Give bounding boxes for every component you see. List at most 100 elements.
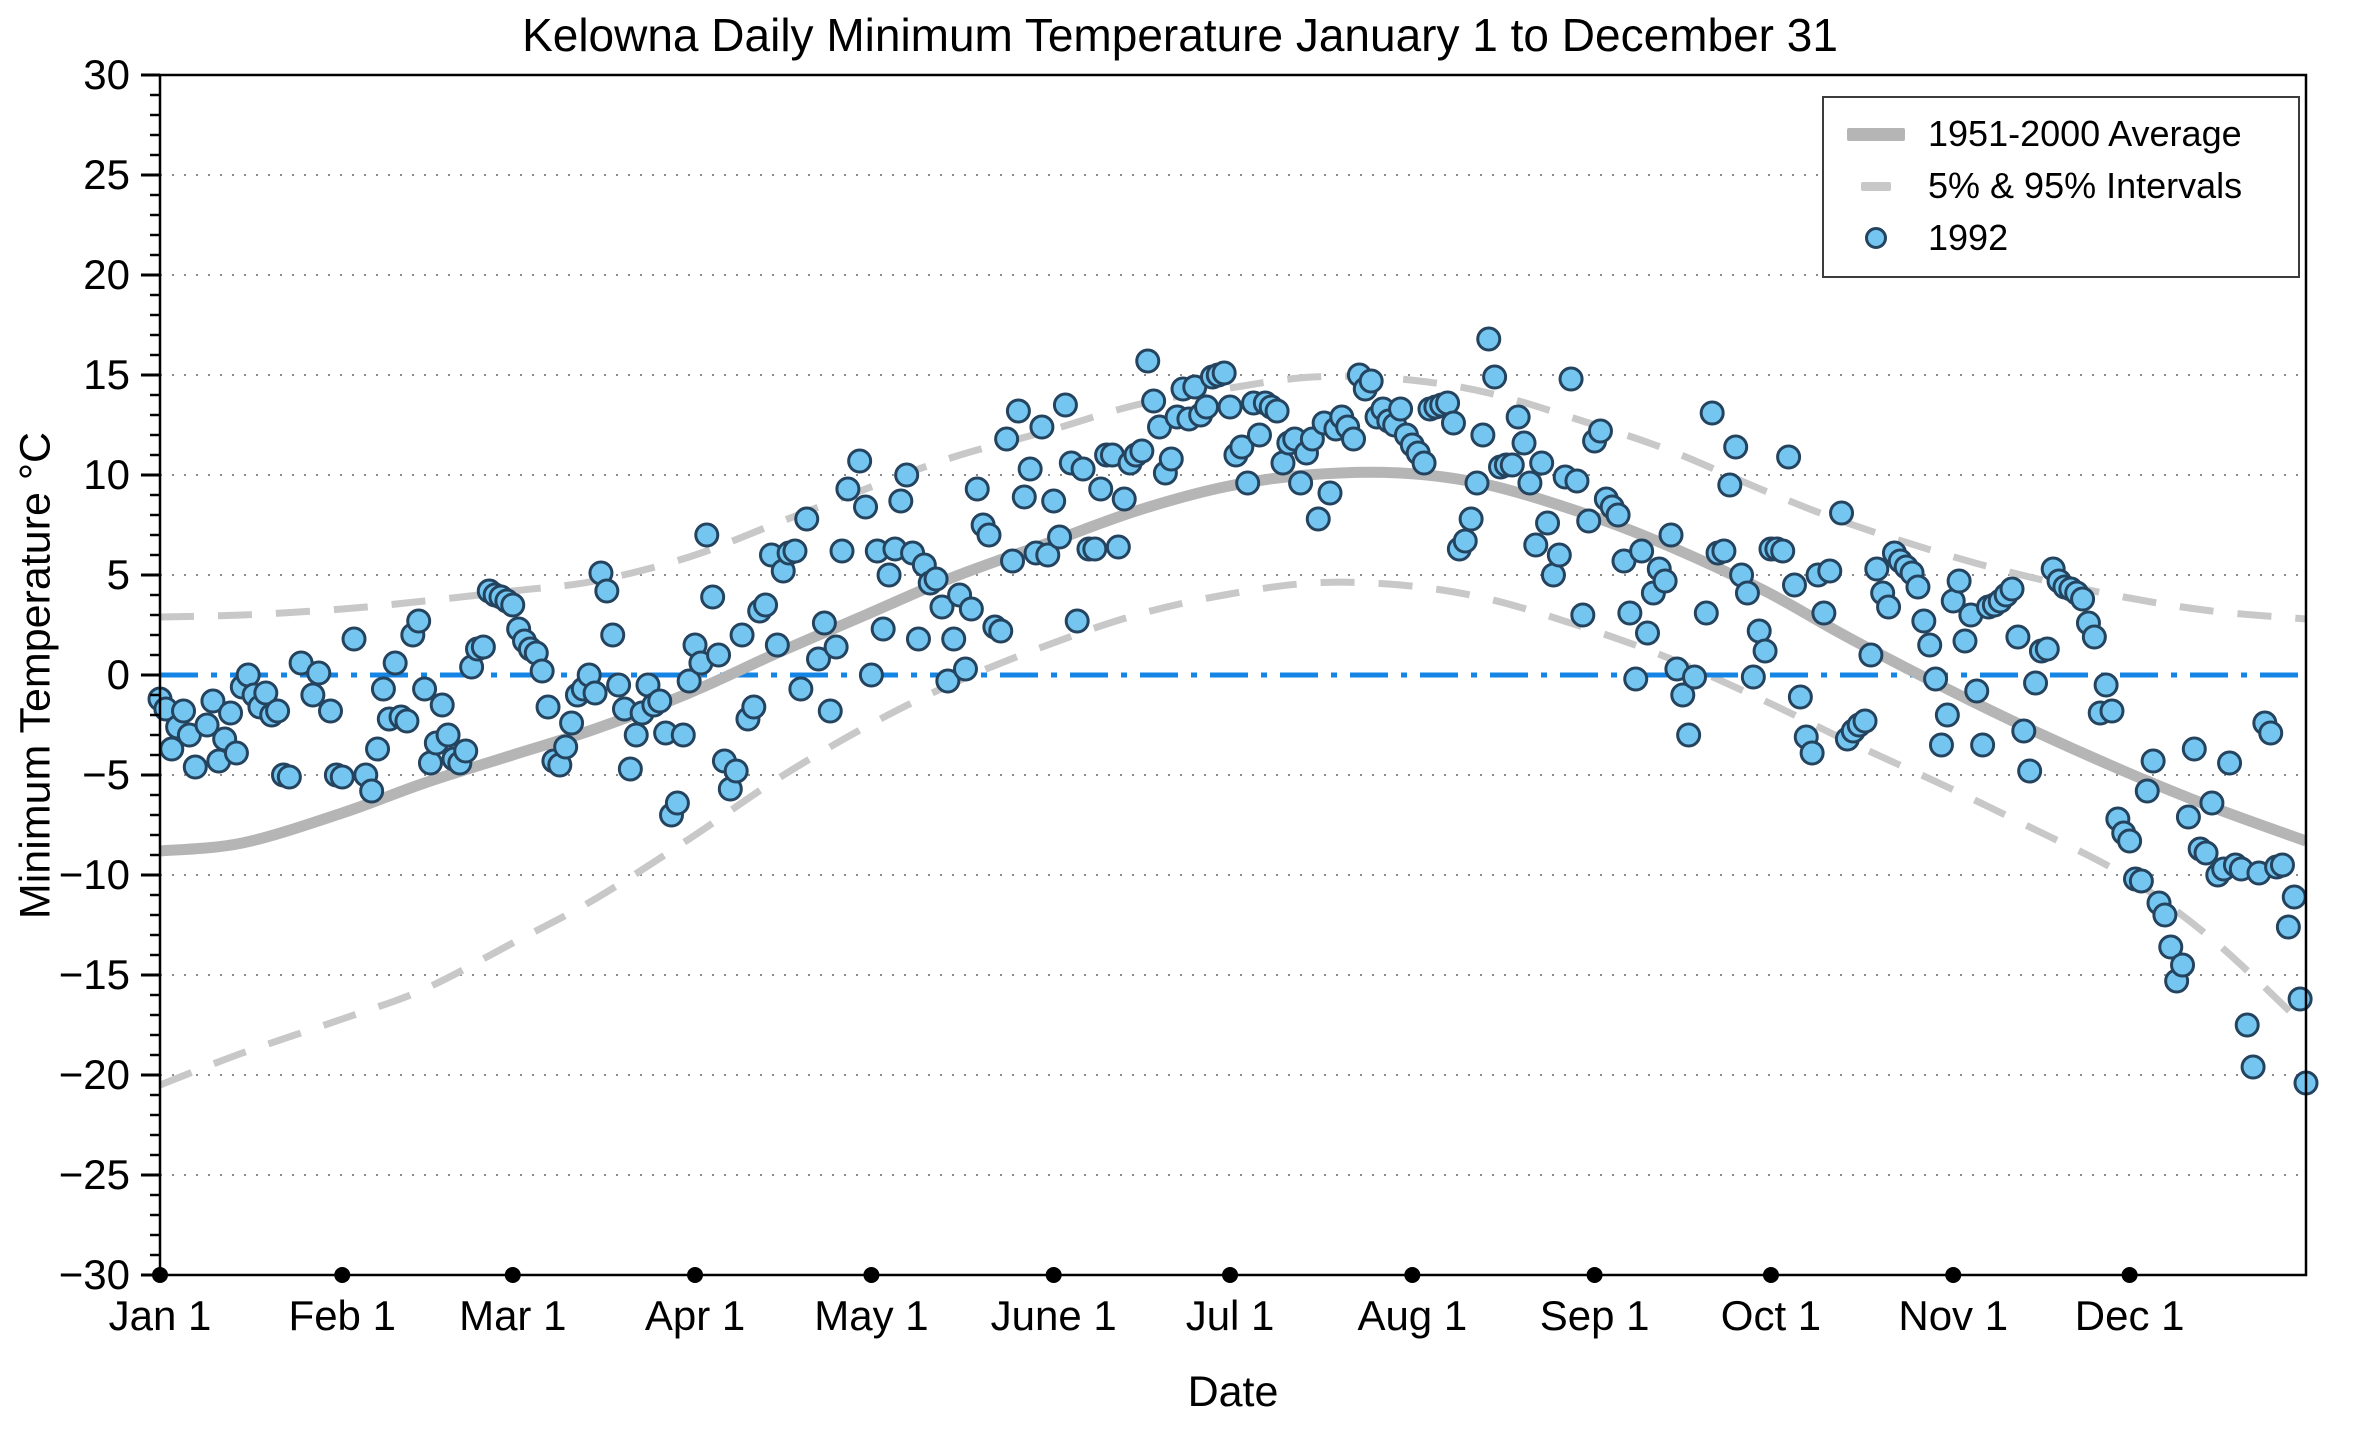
data-point [2234,1012,2260,1038]
data-point [1811,600,1837,626]
average-line [160,466,2306,857]
data-point [500,592,526,618]
month-dot [1762,1267,1779,1283]
data-point [171,698,197,724]
chart-title: Kelowna Daily Minimum Temperature Januar… [522,9,1838,61]
data-point [594,578,620,604]
x-tick-label: Nov 1 [1898,1292,2008,1339]
data-point [723,758,749,784]
data-point [1576,508,1602,534]
data-point [905,626,931,652]
data-point [1682,664,1708,690]
data-point [729,622,755,648]
data-point [2011,718,2037,744]
month-dot [152,1267,168,1283]
data-point [2081,624,2107,650]
month-dot [863,1267,880,1283]
data-point [664,790,690,816]
data-point [218,700,244,726]
data-point [847,448,873,474]
x-axis-label: Date [1187,1368,1279,1416]
y-tick-label: 25 [83,151,130,198]
legend-label: 5% & 95% Intervals [1928,165,2243,206]
y-tick-label: 20 [83,251,130,298]
data-point [2269,852,2295,878]
data-point [1194,394,1220,420]
month-dot [334,1267,351,1283]
data-point [1305,506,1331,532]
data-point [1088,476,1114,502]
gray-dash-swatch [1824,181,1928,191]
lower-interval-line [160,578,2306,1089]
data-point [1670,682,1696,708]
data-point [553,734,579,760]
data-point [606,672,632,698]
data-point [694,522,720,548]
data-point [1911,608,1937,634]
data-point [1781,572,1807,598]
data-point [1658,522,1684,548]
data-point [453,738,479,764]
y-tick-label: 30 [83,51,130,98]
data-point [647,688,673,714]
data-point [1799,740,1825,766]
data-point [1499,452,1525,478]
data-point [1482,364,1508,390]
x-tick-label: Dec 1 [2075,1292,2185,1339]
data-point [1005,398,1031,424]
data-point [300,682,326,708]
data-point [1529,450,1555,476]
data-point [2258,720,2284,746]
data-point [1770,538,1796,564]
data-point [2017,758,2043,784]
data-point [1905,574,1931,600]
data-point [753,592,779,618]
data-point [1928,732,1954,758]
data-point [1858,642,1884,668]
data-point [1105,534,1131,560]
data-point [1440,410,1466,436]
y-tick-label: −10 [59,851,130,898]
data-point [2275,914,2301,940]
data-point [794,506,820,532]
data-point [1264,398,1290,424]
data-point [2181,736,2207,762]
data-point [1934,702,1960,728]
data-point [194,712,220,738]
data-point [1476,326,1502,352]
data-point [306,660,332,686]
data-point [2070,586,2096,612]
x-tick-label: Mar 1 [459,1292,566,1339]
data-point [870,616,896,642]
data-point [829,538,855,564]
data-point [2193,840,2219,866]
data-point [923,566,949,592]
data-point [2175,804,2201,830]
scatter-1992 [147,326,2319,1096]
data-point [1546,542,1572,568]
y-tick-label: −5 [82,751,130,798]
data-point [1341,426,1367,452]
data-point [1570,602,1596,628]
data-point [700,584,726,610]
data-point [805,646,831,672]
data-point [823,634,849,660]
x-tick-label: Apr 1 [645,1292,745,1339]
data-point [1558,366,1584,392]
data-point [1141,388,1167,414]
data-point [1829,500,1855,526]
y-tick-label: −15 [59,951,130,998]
data-point [1052,392,1078,418]
data-point [1464,470,1490,496]
data-point [1635,620,1661,646]
data-point [1511,430,1537,456]
data-point [2281,884,2307,910]
data-point [1970,732,1996,758]
data-point [1111,486,1137,512]
month-dot [687,1267,704,1283]
data-point [559,710,585,736]
data-point [1047,524,1073,550]
data-point [470,634,496,660]
data-point [2199,790,2225,816]
